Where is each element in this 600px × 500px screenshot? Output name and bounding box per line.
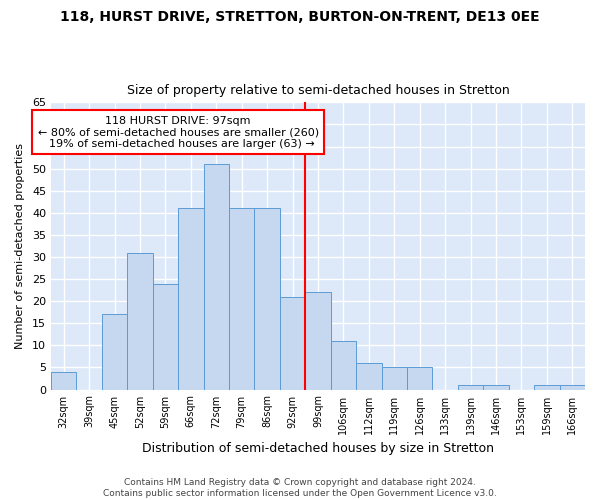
Text: 118 HURST DRIVE: 97sqm
← 80% of semi-detached houses are smaller (260)
  19% of : 118 HURST DRIVE: 97sqm ← 80% of semi-det… xyxy=(38,116,319,149)
Bar xyxy=(102,314,127,390)
Bar xyxy=(305,292,331,390)
Text: Contains HM Land Registry data © Crown copyright and database right 2024.
Contai: Contains HM Land Registry data © Crown c… xyxy=(103,478,497,498)
Bar xyxy=(280,297,305,390)
Bar xyxy=(560,385,585,390)
Bar xyxy=(178,208,203,390)
Text: 118, HURST DRIVE, STRETTON, BURTON-ON-TRENT, DE13 0EE: 118, HURST DRIVE, STRETTON, BURTON-ON-TR… xyxy=(60,10,540,24)
Bar xyxy=(51,372,76,390)
Bar xyxy=(458,385,483,390)
X-axis label: Distribution of semi-detached houses by size in Stretton: Distribution of semi-detached houses by … xyxy=(142,442,494,455)
Y-axis label: Number of semi-detached properties: Number of semi-detached properties xyxy=(15,143,25,349)
Bar xyxy=(229,208,254,390)
Bar xyxy=(152,284,178,390)
Bar xyxy=(483,385,509,390)
Bar xyxy=(127,252,152,390)
Bar xyxy=(534,385,560,390)
Bar xyxy=(407,368,433,390)
Bar xyxy=(356,363,382,390)
Title: Size of property relative to semi-detached houses in Stretton: Size of property relative to semi-detach… xyxy=(127,84,509,97)
Bar xyxy=(382,368,407,390)
Bar xyxy=(331,341,356,390)
Bar xyxy=(254,208,280,390)
Bar xyxy=(203,164,229,390)
